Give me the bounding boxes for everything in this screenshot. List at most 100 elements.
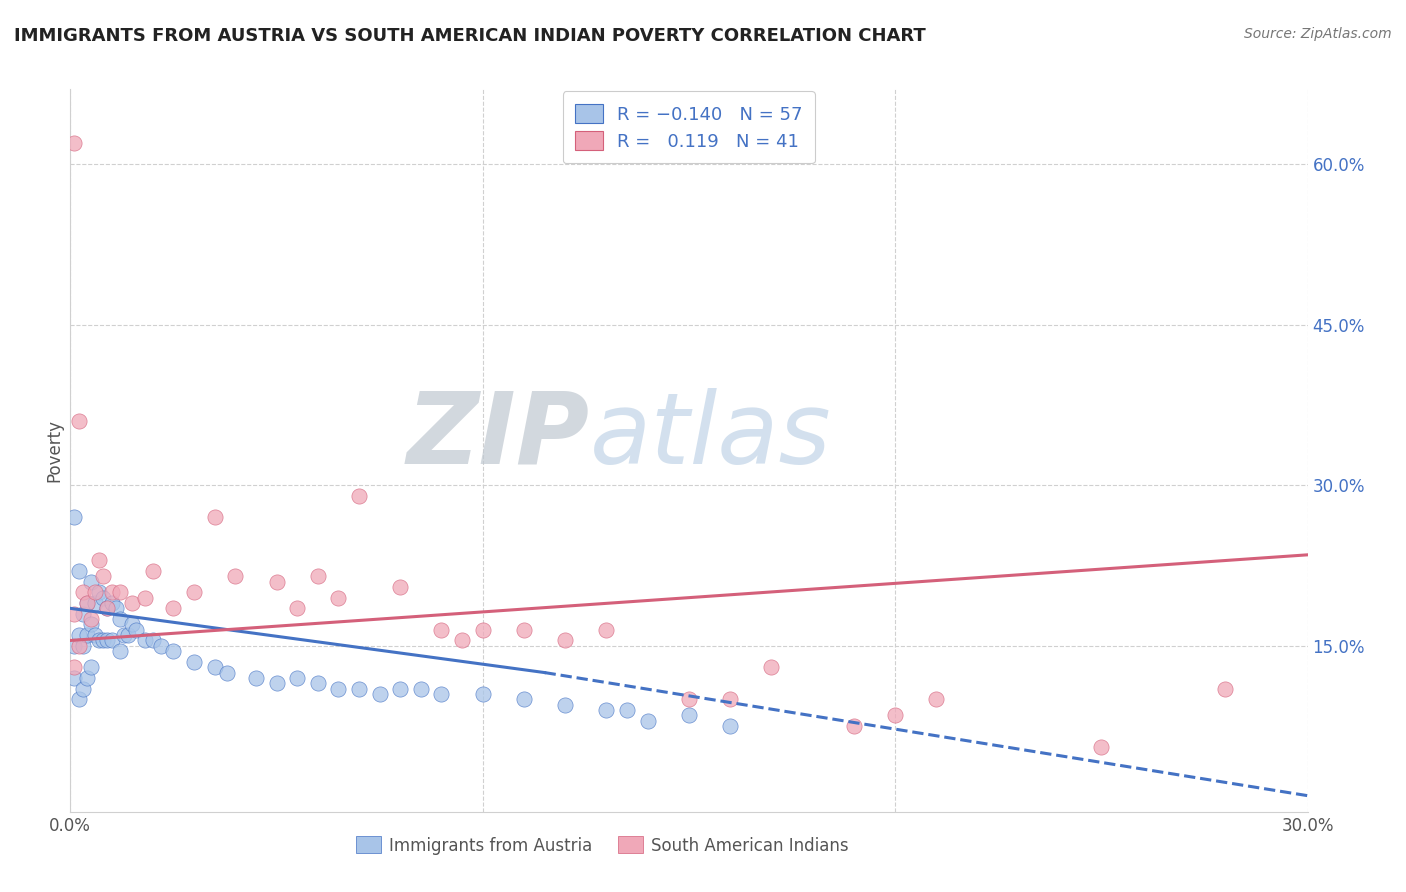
Point: [91, 591, 114, 605]
Point: [84, 585, 107, 599]
Point: [285, 671, 308, 685]
Text: Source: ZipAtlas.com: Source: ZipAtlas.com: [1244, 27, 1392, 41]
Point: [368, 687, 391, 701]
Point: [471, 687, 494, 701]
Point: [67, 414, 90, 428]
Point: [718, 719, 741, 733]
Legend: R = −0.140   N = 57, R =   0.119   N = 41: R = −0.140 N = 57, R = 0.119 N = 41: [562, 91, 815, 163]
Point: [307, 676, 329, 690]
Point: [63, 136, 86, 150]
Point: [266, 676, 288, 690]
Point: [108, 612, 131, 626]
Point: [96, 601, 118, 615]
Point: [72, 639, 94, 653]
Point: [84, 628, 107, 642]
Point: [224, 569, 246, 583]
Point: [67, 692, 90, 706]
Point: [162, 601, 184, 615]
Point: [678, 708, 700, 723]
Point: [89, 585, 111, 599]
Legend: Immigrants from Austria, South American Indians: Immigrants from Austria, South American …: [350, 830, 855, 861]
Point: [925, 692, 948, 706]
Point: [266, 574, 288, 589]
Point: [72, 607, 94, 621]
Point: [307, 569, 329, 583]
Text: IMMIGRANTS FROM AUSTRIA VS SOUTH AMERICAN INDIAN POVERTY CORRELATION CHART: IMMIGRANTS FROM AUSTRIA VS SOUTH AMERICA…: [14, 27, 925, 45]
Point: [637, 714, 659, 728]
Point: [80, 617, 103, 632]
Point: [125, 623, 148, 637]
Point: [142, 564, 165, 578]
Point: [1090, 740, 1112, 755]
Point: [678, 692, 700, 706]
Point: [595, 703, 617, 717]
Point: [513, 623, 536, 637]
Text: ZIP: ZIP: [406, 387, 591, 484]
Point: [347, 681, 370, 696]
Point: [328, 681, 350, 696]
Point: [108, 644, 131, 658]
Point: [63, 510, 86, 524]
Point: [451, 633, 474, 648]
Point: [67, 639, 90, 653]
Point: [409, 681, 432, 696]
Point: [63, 607, 86, 621]
Point: [80, 574, 103, 589]
Point: [91, 569, 114, 583]
Point: [884, 708, 907, 723]
Point: [150, 639, 173, 653]
Point: [430, 687, 453, 701]
Point: [89, 633, 111, 648]
Text: atlas: atlas: [591, 387, 831, 484]
Point: [80, 612, 103, 626]
Point: [104, 601, 127, 615]
Point: [215, 665, 238, 680]
Point: [80, 660, 103, 674]
Point: [389, 681, 412, 696]
Point: [616, 703, 638, 717]
Point: [1213, 681, 1236, 696]
Point: [63, 660, 86, 674]
Point: [162, 644, 184, 658]
Point: [112, 628, 135, 642]
Point: [183, 585, 205, 599]
Point: [121, 596, 143, 610]
Point: [513, 692, 536, 706]
Point: [100, 633, 122, 648]
Point: [89, 553, 111, 567]
Point: [100, 596, 122, 610]
Point: [134, 633, 156, 648]
Point: [63, 639, 86, 653]
Point: [245, 671, 267, 685]
Point: [84, 596, 107, 610]
Point: [842, 719, 865, 733]
Point: [389, 580, 412, 594]
Point: [63, 671, 86, 685]
Point: [76, 596, 98, 610]
Point: [142, 633, 165, 648]
Point: [76, 671, 98, 685]
Point: [554, 633, 576, 648]
Point: [91, 633, 114, 648]
Point: [76, 628, 98, 642]
Point: [72, 681, 94, 696]
Point: [595, 623, 617, 637]
Point: [471, 623, 494, 637]
Point: [76, 596, 98, 610]
Point: [761, 660, 783, 674]
Point: [121, 617, 143, 632]
Point: [554, 698, 576, 712]
Point: [183, 655, 205, 669]
Point: [67, 628, 90, 642]
Point: [96, 633, 118, 648]
Point: [430, 623, 453, 637]
Point: [134, 591, 156, 605]
Point: [204, 510, 226, 524]
Point: [72, 585, 94, 599]
Point: [347, 489, 370, 503]
Point: [100, 585, 122, 599]
Point: [67, 564, 90, 578]
Point: [285, 601, 308, 615]
Point: [117, 628, 139, 642]
Point: [108, 585, 131, 599]
